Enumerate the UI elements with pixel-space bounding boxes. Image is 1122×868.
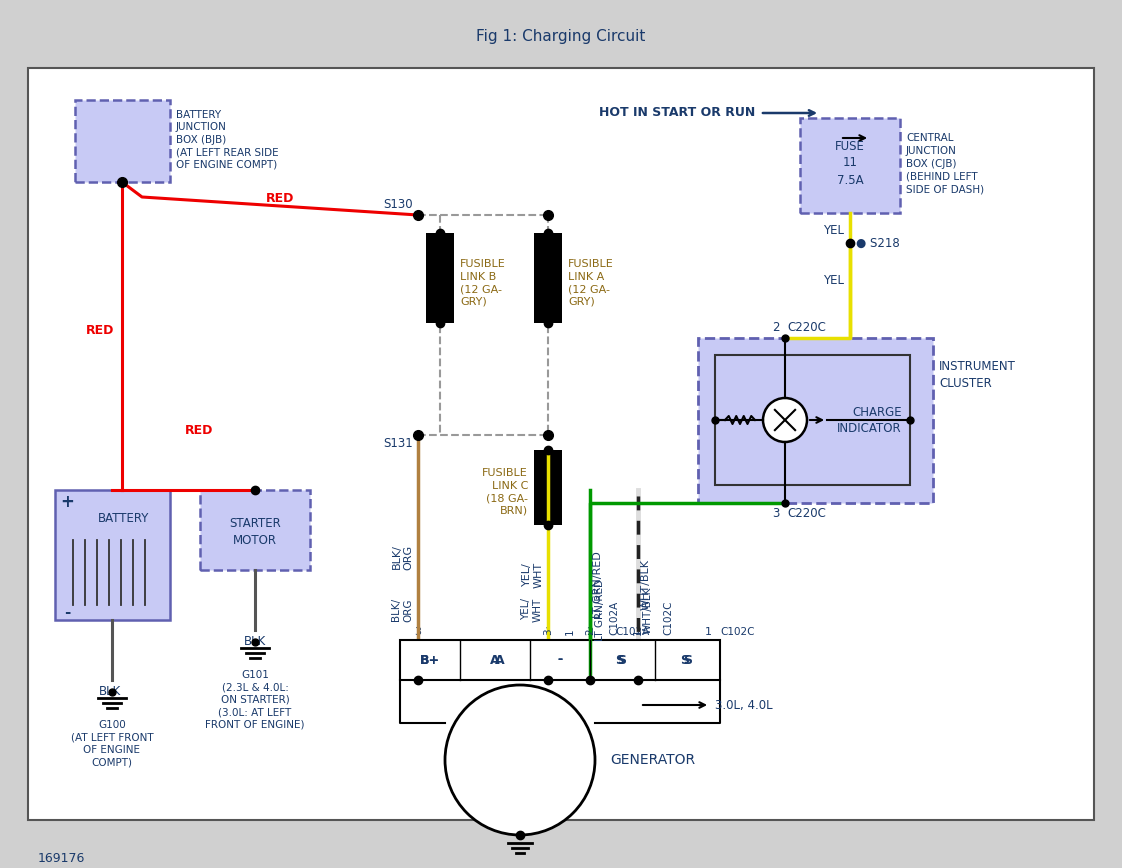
Text: FUSE
11
7.5A: FUSE 11 7.5A: [835, 140, 865, 187]
Bar: [200, 490, 310, 570]
Text: G100
(AT LEFT FRONT
OF ENGINE
COMPT): G100 (AT LEFT FRONT OF ENGINE COMPT): [71, 720, 154, 767]
Text: 3: 3: [414, 627, 422, 637]
Text: G101
(2.3L & 4.0L:
ON STARTER)
(3.0L: AT LEFT
FRONT OF ENGINE): G101 (2.3L & 4.0L: ON STARTER) (3.0L: AT…: [205, 670, 305, 730]
Bar: [715, 355, 910, 485]
Text: BLK/
ORG: BLK/ ORG: [392, 544, 413, 569]
Bar: [28, 68, 1094, 820]
Text: 1: 1: [633, 628, 643, 635]
Text: A: A: [490, 654, 499, 667]
Text: BLK/
ORG: BLK/ ORG: [392, 598, 413, 621]
Text: INSTRUMENT
CLUSTER: INSTRUMENT CLUSTER: [939, 360, 1015, 390]
Bar: [75, 100, 171, 182]
Text: BATTERY: BATTERY: [99, 511, 149, 524]
Text: 2: 2: [773, 321, 780, 334]
Text: C220C: C220C: [787, 321, 826, 334]
Text: HOT IN START OR RUN: HOT IN START OR RUN: [599, 107, 755, 120]
Bar: [401, 640, 720, 680]
Bar: [426, 233, 454, 323]
Text: +: +: [61, 493, 74, 511]
Ellipse shape: [445, 685, 595, 835]
Bar: [0, 0, 1122, 68]
Text: S130: S130: [384, 198, 413, 211]
Text: BLK: BLK: [99, 685, 121, 698]
Text: S: S: [683, 654, 692, 667]
Text: S131: S131: [384, 437, 413, 450]
Text: -: -: [64, 604, 71, 620]
Text: FUSIBLE
LINK B
(12 GA-
GRY): FUSIBLE LINK B (12 GA- GRY): [460, 260, 506, 306]
Text: A: A: [495, 654, 505, 667]
Bar: [534, 450, 562, 525]
Text: GENERATOR: GENERATOR: [610, 753, 696, 767]
Text: S: S: [681, 654, 690, 667]
Text: S: S: [616, 654, 625, 667]
Text: Fig 1: Charging Circuit: Fig 1: Charging Circuit: [477, 29, 645, 43]
Text: 2: 2: [585, 628, 595, 635]
Text: BATTERY
JUNCTION
BOX (BJB)
(AT LEFT REAR SIDE
OF ENGINE COMPT): BATTERY JUNCTION BOX (BJB) (AT LEFT REAR…: [176, 110, 278, 169]
Text: RED: RED: [185, 424, 213, 437]
Text: RED: RED: [85, 324, 114, 337]
Bar: [800, 118, 900, 213]
Text: 1: 1: [544, 627, 552, 637]
Text: BLK: BLK: [243, 635, 266, 648]
Text: WHT/BLK: WHT/BLK: [641, 560, 651, 610]
Text: C102A: C102A: [616, 627, 650, 637]
Text: C102C: C102C: [720, 627, 754, 637]
Text: YEL: YEL: [824, 225, 844, 238]
Text: -: -: [558, 654, 562, 667]
Text: C102C: C102C: [663, 601, 673, 635]
Text: LT GRN/RED: LT GRN/RED: [595, 579, 605, 641]
Bar: [534, 233, 562, 323]
Text: YEL: YEL: [824, 273, 844, 286]
Text: B+: B+: [420, 654, 440, 667]
Text: LT GRN/RED: LT GRN/RED: [594, 552, 603, 618]
Bar: [698, 338, 934, 503]
Text: 3: 3: [543, 628, 553, 635]
Text: C102A: C102A: [609, 601, 619, 635]
Text: WHT/BLK: WHT/BLK: [643, 586, 653, 634]
Text: CHARGE
INDICATOR: CHARGE INDICATOR: [837, 405, 902, 435]
Text: B+: B+: [420, 654, 440, 667]
Text: STARTER
MOTOR: STARTER MOTOR: [229, 517, 280, 547]
Bar: [55, 490, 171, 620]
Text: C220C: C220C: [787, 507, 826, 520]
Circle shape: [763, 398, 807, 442]
Text: 2: 2: [587, 627, 594, 637]
Text: YEL/
WHT: YEL/ WHT: [522, 598, 543, 622]
Text: CENTRAL
JUNCTION
BOX (CJB)
(BEHIND LEFT
SIDE OF DASH): CENTRAL JUNCTION BOX (CJB) (BEHIND LEFT …: [905, 133, 984, 194]
Text: YEL/
WHT: YEL/ WHT: [523, 562, 544, 588]
Text: 3.0L, 4.0L: 3.0L, 4.0L: [715, 699, 773, 712]
Text: 1: 1: [565, 628, 574, 635]
Text: ● S218: ● S218: [856, 236, 900, 249]
Text: RED: RED: [266, 192, 294, 205]
Text: FUSIBLE
LINK A
(12 GA-
GRY): FUSIBLE LINK A (12 GA- GRY): [568, 260, 614, 306]
Text: 1: 1: [705, 627, 711, 637]
Text: FUSIBLE
LINK C
(18 GA-
BRN): FUSIBLE LINK C (18 GA- BRN): [482, 469, 528, 516]
Text: -: -: [558, 654, 562, 667]
Text: S: S: [617, 654, 626, 667]
Text: 169176: 169176: [38, 852, 85, 865]
Text: 3: 3: [773, 507, 780, 520]
